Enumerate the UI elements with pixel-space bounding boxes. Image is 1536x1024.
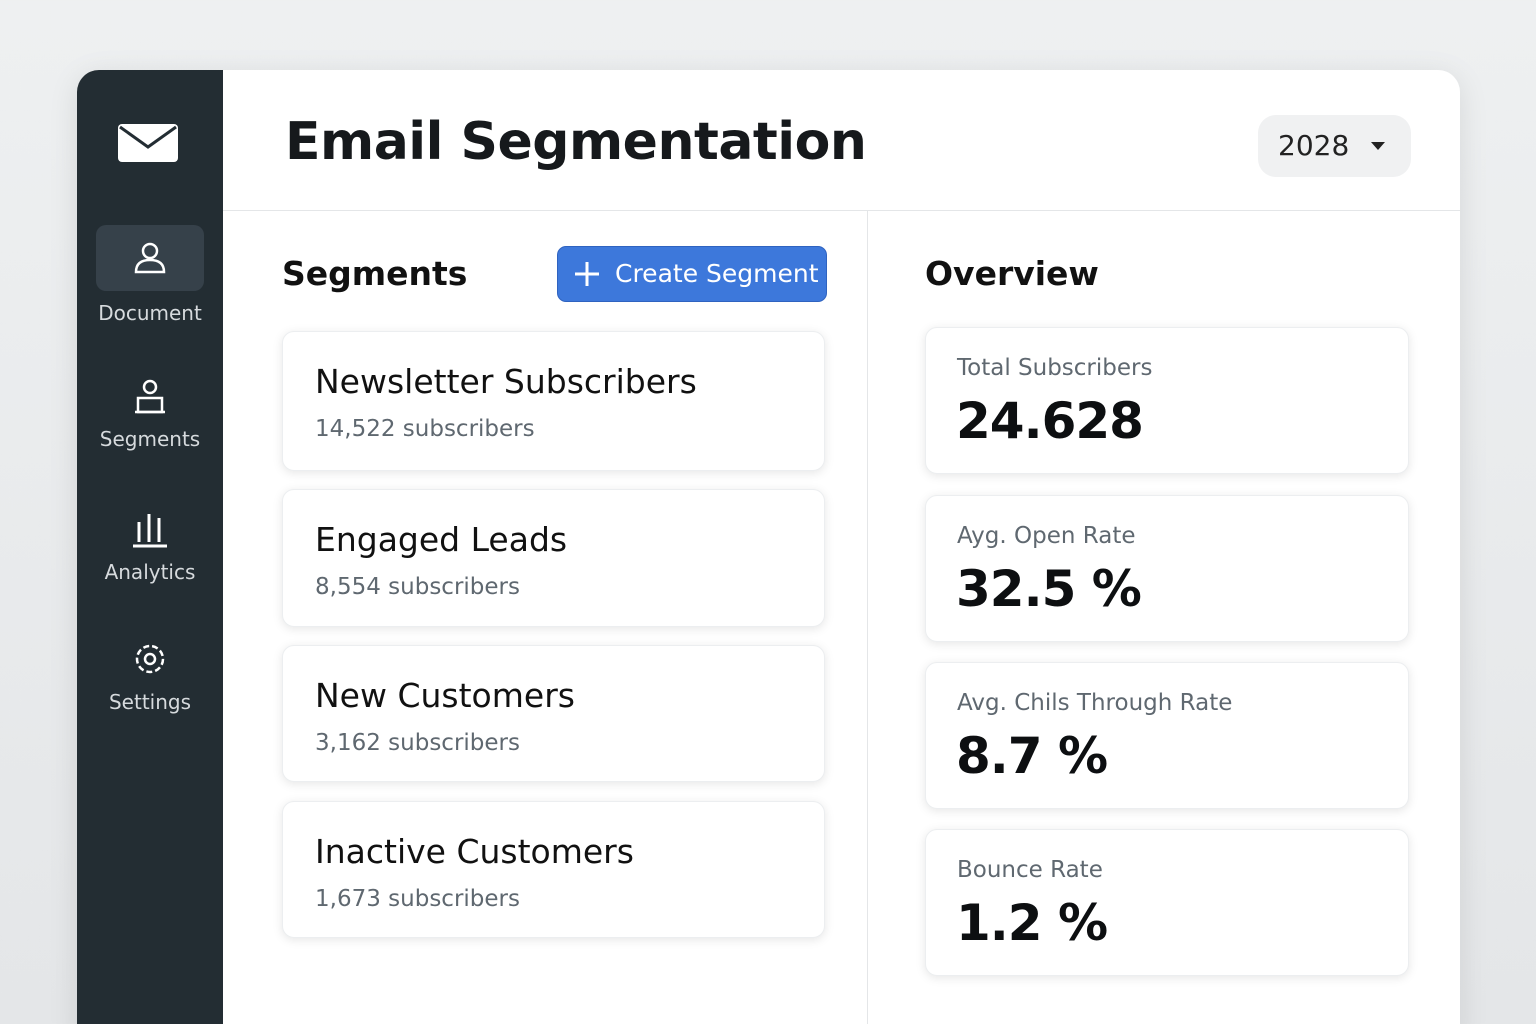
nav-item[interactable]: Segments <box>77 377 223 451</box>
metric-label: Ayg. Open Rate <box>957 523 1136 549</box>
nav-label: Document <box>98 301 202 325</box>
segment-count: 1,673 subscribers <box>315 886 520 912</box>
settings-icon <box>135 644 165 674</box>
button-label: Create Segment <box>615 259 819 288</box>
segment-name: Newsletter Subscribers <box>315 362 697 401</box>
nav-label: Analytics <box>104 560 196 584</box>
logo-icon <box>118 124 178 162</box>
column-divider <box>867 211 868 1024</box>
segment-card[interactable]: Engaged Leads 8,554 subscribers <box>282 489 825 627</box>
create-segment-button[interactable]: Create Segment <box>557 246 827 302</box>
metric-card: Total Subscribers 24.628 <box>925 327 1409 474</box>
year-select[interactable]: 2028 <box>1258 115 1411 177</box>
segment-name: New Customers <box>315 676 575 715</box>
analytics-icon <box>133 514 167 548</box>
nav-item[interactable]: Settings <box>77 638 223 714</box>
segment-count: 14,522 subscribers <box>315 416 535 442</box>
segment-count: 8,554 subscribers <box>315 574 520 600</box>
segment-name: Engaged Leads <box>315 520 568 559</box>
page-title: Email Segmentation <box>285 112 867 172</box>
segment-card[interactable]: Newsletter Subscribers 14,522 subscriber… <box>282 331 825 471</box>
metric-card: Avg. Chils Through Rate 8.7 % <box>925 662 1409 809</box>
segment-card[interactable]: Inactive Customers 1,673 subscribers <box>282 801 825 938</box>
metric-label: Total Subscribers <box>957 355 1153 381</box>
dropdown-arrow <box>1371 142 1385 150</box>
metric-value: 8.7 % <box>956 727 1108 785</box>
metric-value: 1.2 % <box>956 894 1108 952</box>
metric-value: 24.628 <box>956 392 1144 450</box>
metric-label: Avg. Chils Through Rate <box>957 690 1233 716</box>
nav-label: Settings <box>108 690 192 714</box>
segment-count: 3,162 subscribers <box>315 730 520 756</box>
segments-icon <box>135 379 165 414</box>
metric-label: Bounce Rate <box>957 857 1103 883</box>
header: Email Segmentation 2028 <box>223 70 1460 211</box>
year-value: 2028 <box>1278 129 1350 162</box>
nav-item[interactable]: Analytics <box>77 510 223 584</box>
plus-icon <box>575 262 599 286</box>
segment-card[interactable]: New Customers 3,162 subscribers <box>282 645 825 782</box>
main-panel: Email Segmentation 2028 Segments Create … <box>223 70 1460 1024</box>
nav-label: Segments <box>99 427 201 451</box>
overview-heading: Overview <box>925 254 1099 293</box>
document-icon <box>134 242 166 274</box>
segment-name: Inactive Customers <box>315 832 634 871</box>
sidebar: Document Segments Analytics Settings <box>77 70 223 1024</box>
metric-card: Bounce Rate 1.2 % <box>925 829 1409 976</box>
app-window: Document Segments Analytics Settings Ema… <box>77 70 1460 1024</box>
metric-value: 32.5 % <box>956 560 1142 618</box>
segments-heading: Segments <box>282 254 468 293</box>
nav-item[interactable]: Document <box>77 225 223 325</box>
metric-card: Ayg. Open Rate 32.5 % <box>925 495 1409 642</box>
